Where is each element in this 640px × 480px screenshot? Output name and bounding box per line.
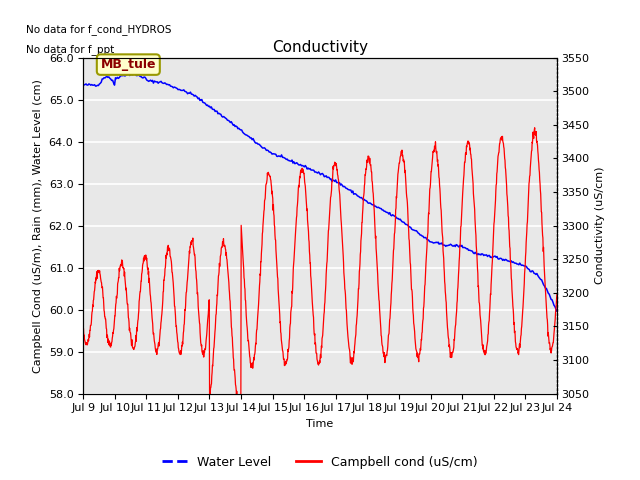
Text: No data for f_ppt: No data for f_ppt (26, 44, 115, 55)
Text: No data for f_cond_HYDROS: No data for f_cond_HYDROS (26, 24, 172, 35)
X-axis label: Time: Time (307, 419, 333, 429)
Title: Conductivity: Conductivity (272, 40, 368, 55)
Y-axis label: Conductivity (uS/cm): Conductivity (uS/cm) (595, 167, 605, 284)
Text: MB_tule: MB_tule (100, 58, 156, 71)
Y-axis label: Campbell Cond (uS/m), Rain (mm), Water Level (cm): Campbell Cond (uS/m), Rain (mm), Water L… (33, 79, 43, 372)
Legend: Water Level, Campbell cond (uS/cm): Water Level, Campbell cond (uS/cm) (157, 451, 483, 474)
